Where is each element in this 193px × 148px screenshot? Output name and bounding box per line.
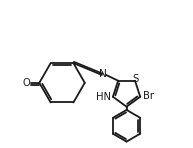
Text: Br: Br [143, 91, 154, 101]
Text: HN: HN [96, 92, 111, 103]
Text: S: S [133, 74, 139, 84]
Text: N: N [99, 69, 107, 79]
Text: O: O [22, 78, 30, 88]
